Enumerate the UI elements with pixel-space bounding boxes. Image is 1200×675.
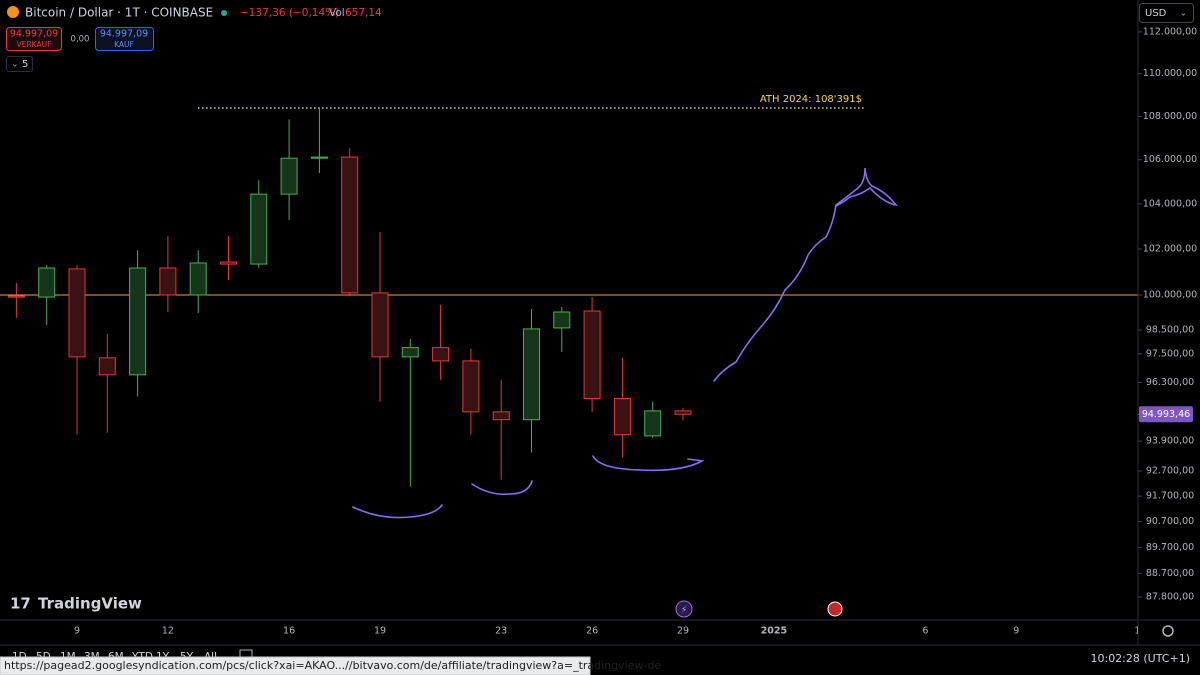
currency: USD [1145,8,1167,19]
drawn-curve [352,504,443,519]
y-tick-label: 100.000,00 [1143,289,1197,300]
drawn-curve [713,167,898,382]
y-tick-label: 97.500,00 [1146,348,1194,359]
x-tick-label: 12 [162,626,174,637]
candle-body [613,397,631,436]
candle-body [250,193,268,265]
candle-body [523,328,540,421]
sell-price: 94.997,09 [10,29,58,40]
y-tick-label: 93.900,00 [1146,436,1194,447]
sell-button[interactable] [6,27,62,51]
candle-body [310,156,328,159]
candle-body [38,267,56,298]
country-event-icon[interactable] [827,601,843,617]
y-tick-label: 108.000,00 [1143,111,1197,122]
y-tick-label: 104.000,00 [1143,198,1197,209]
buy-button[interactable] [95,27,154,51]
buy-label: KAUF [114,40,134,49]
indicators-toggle[interactable] [6,56,33,72]
y-tick-label: 88.700,00 [1146,568,1194,579]
candle-body [674,410,692,415]
x-tick-label: 9 [1013,626,1019,637]
x-tick-label: 26 [586,626,598,637]
candle-body [583,310,601,399]
chevron: ⌄ [1180,9,1187,18]
candle-body [220,261,237,265]
change: −137,36 (−0,14%) [240,7,339,19]
event-glyph: ⚡ [681,606,687,616]
currency-select[interactable] [1139,3,1194,23]
x-tick-label: 19 [374,626,386,637]
logo-mark: 17 [10,595,31,613]
status-bar [0,656,591,675]
candle-body [159,267,177,296]
candle-body [98,357,116,376]
y-tick-label: 112.000,00 [1143,26,1197,37]
candle-body [189,262,207,296]
drawn-curve [592,455,705,472]
spread: 0,00 [71,35,90,45]
plot-area: ATH 2024: 108'391$ [0,94,1138,487]
last-price-box [1139,406,1193,423]
candle-body [68,268,86,358]
buy-price: 94.997,09 [100,29,148,40]
clock: 10:02:28 (UTC+1) [1090,652,1190,665]
logo: TradingView [38,595,142,613]
candle-body [129,267,147,376]
y-tick-label: 89.700,00 [1146,542,1194,553]
candle-body [492,411,510,421]
btc-icon [7,6,19,18]
event-icon[interactable] [675,600,693,618]
y-tick-label: 92.700,00 [1146,465,1194,476]
y-tick-label: 96.300,00 [1146,377,1194,388]
candle-body [553,311,571,329]
x-tick-label: 16 [283,626,295,637]
x-tick-label: 1 [1134,626,1140,637]
candle-body [341,156,359,294]
y-tick-label: 102.000,00 [1143,244,1197,255]
chevron: ⌄ [11,60,19,70]
status-url: https://pagead2.googlesyndication.com/pc… [4,659,661,672]
candle-body [462,360,480,413]
x-tick-label: 2025 [761,626,787,637]
y-tick-label: 87.800,00 [1146,592,1194,603]
ath-label: ATH 2024: 108'391$ [760,94,862,105]
x-tick-label: 23 [495,626,507,637]
x-tick-label: 9 [74,626,80,637]
vol-label: Vol [329,7,345,19]
settings[interactable] [1162,625,1174,637]
last-price-label: 94.993,46 [1142,409,1190,420]
candle-body [432,347,450,362]
candle-body [280,157,298,195]
candle-body [7,295,25,298]
x-tick-label: 6 [922,626,928,637]
vol: 657,14 [345,7,382,19]
sell-label: VERKAUF [17,40,52,49]
y-tick-label: 90.700,00 [1146,516,1194,527]
drawn-curve [471,480,533,496]
candle-body [644,410,662,437]
status-dot [221,10,227,16]
indicators-count: 5 [22,59,28,70]
drawings [352,167,898,519]
y-tick-label: 110.000,00 [1143,68,1197,79]
y-tick-label: 91.700,00 [1146,491,1194,502]
x-tick-label: 29 [677,626,689,637]
candle-body [401,347,419,358]
y-tick-label: 106.000,00 [1143,154,1197,165]
symbol[interactable]: Bitcoin / Dollar · 1T · COINBASE [25,6,213,20]
y-tick-label: 98.500,00 [1146,325,1194,336]
candle-body [371,292,389,358]
